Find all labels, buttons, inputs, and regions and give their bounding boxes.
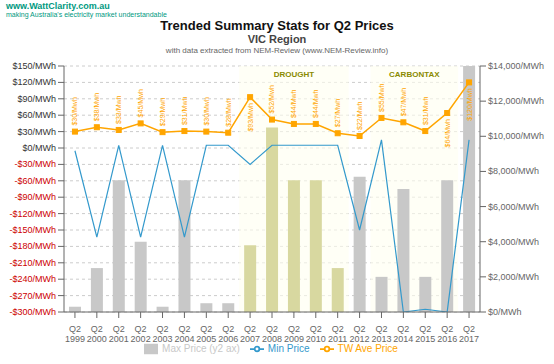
svg-text:-$300/MWh: -$300/MWh — [9, 307, 56, 317]
html-text:TW Ave Price: TW Ave Price — [337, 342, 398, 354]
svg-text:$22/Mwh: $22/Mwh — [356, 101, 363, 130]
svg-text:$4,000/MWh: $4,000/MWh — [488, 237, 539, 247]
html-text:with data extracted from NEM-R: with data extracted from NEM-Review (www… — [165, 46, 389, 55]
svg-text:$29/Mwh: $29/Mwh — [159, 98, 166, 127]
svg-text:Q22014: Q22014 — [393, 324, 413, 344]
svg-text:Q22013: Q22013 — [371, 324, 391, 344]
svg-text:-$120/MWh: -$120/MWh — [9, 209, 56, 219]
svg-text:$0/MWh: $0/MWh — [488, 307, 522, 317]
svg-text:$6,000/MWh: $6,000/MWh — [488, 202, 539, 212]
svg-text:$44/Mwh: $44/Mwh — [290, 89, 297, 118]
svg-text:$27/Mwh: $27/Mwh — [334, 99, 341, 128]
svg-text:$45/Mwh: $45/Mwh — [137, 89, 144, 118]
html-text:Max Price (y2 ax): Max Price (y2 ax) — [162, 342, 240, 354]
svg-text:Q22004: Q22004 — [174, 324, 194, 344]
svg-text:Q22009: Q22009 — [284, 324, 304, 344]
html-text:making Australia's electricity: making Australia's electricity market un… — [6, 11, 167, 18]
svg-text:$33/Mwh: $33/Mwh — [115, 95, 122, 124]
svg-text:Q22010: Q22010 — [306, 324, 326, 344]
svg-text:Q22011: Q22011 — [328, 324, 347, 344]
svg-text:$28/Mwh: $28/Mwh — [225, 98, 232, 127]
svg-text:-$30/MWh: -$30/MWh — [14, 159, 56, 169]
svg-text:Q22012: Q22012 — [350, 324, 370, 344]
svg-text:-$90/MWh: -$90/MWh — [14, 192, 56, 202]
svg-text:Q22008: Q22008 — [262, 324, 282, 344]
svg-text:$47/Mwh: $47/Mwh — [400, 88, 407, 117]
svg-text:Q22006: Q22006 — [218, 324, 238, 344]
svg-text:$10,000/MWh: $10,000/MWh — [488, 131, 544, 141]
svg-text:$64/Mwh: $64/Mwh — [444, 119, 451, 148]
svg-text:Q22001: Q22001 — [109, 324, 129, 344]
svg-text:$12,000/MWh: $12,000/MWh — [488, 96, 544, 106]
svg-text:$30/MWh: $30/MWh — [17, 127, 56, 137]
svg-text:-$240/MWh: -$240/MWh — [9, 274, 56, 284]
svg-text:-$270/MWh: -$270/MWh — [9, 291, 56, 301]
svg-text:-$210/MWh: -$210/MWh — [9, 258, 56, 268]
svg-text:Q22002: Q22002 — [131, 324, 151, 344]
svg-text:Q22015: Q22015 — [415, 324, 435, 344]
svg-text:$120/MWh: $120/MWh — [12, 77, 56, 87]
svg-text:$93/Mwh: $93/Mwh — [247, 103, 254, 132]
html-text:Trended Summary Stats for Q2 P: Trended Summary Stats for Q2 Prices — [160, 18, 394, 33]
svg-text:$150/MWh: $150/MWh — [12, 61, 56, 71]
svg-text:DROUGHT: DROUGHT — [274, 70, 315, 79]
svg-text:$55/Mwh: $55/Mwh — [378, 83, 385, 112]
svg-text:CARBONTAX: CARBONTAX — [389, 70, 440, 79]
html-text:VIC Region: VIC Region — [247, 33, 307, 45]
svg-text:Q22000: Q22000 — [87, 324, 107, 344]
svg-text:$30/Mwh: $30/Mwh — [71, 97, 78, 126]
svg-text:$2,000/MWh: $2,000/MWh — [488, 272, 539, 282]
svg-text:-$150/MWh: -$150/MWh — [9, 225, 56, 235]
svg-text:$120/Mwh: $120/Mwh — [466, 88, 473, 120]
svg-text:Q22016: Q22016 — [437, 324, 457, 344]
svg-text:$44/Mwh: $44/Mwh — [312, 89, 319, 118]
svg-text:-$60/MWh: -$60/MWh — [14, 176, 56, 186]
svg-text:$14,000/MWh: $14,000/MWh — [488, 61, 544, 71]
svg-text:$38/Mwh: $38/Mwh — [93, 93, 100, 122]
svg-text:$0/MWh: $0/MWh — [22, 143, 56, 153]
html-text:www.WattClarity.com.au: www.WattClarity.com.au — [6, 1, 110, 11]
svg-text:Q21999: Q21999 — [65, 324, 85, 344]
svg-text:Q22003: Q22003 — [153, 324, 173, 344]
svg-text:Q22005: Q22005 — [196, 324, 216, 344]
svg-text:-$180/MWh: -$180/MWh — [9, 241, 56, 251]
svg-text:$30/Mwh: $30/Mwh — [203, 97, 210, 126]
svg-text:$90/MWh: $90/MWh — [17, 94, 56, 104]
svg-text:Q22007: Q22007 — [240, 324, 260, 344]
svg-text:Q22017: Q22017 — [459, 324, 479, 344]
svg-text:$31/Mwh: $31/Mwh — [181, 97, 188, 126]
svg-text:$60/MWh: $60/MWh — [17, 110, 56, 120]
html-text:Min Price: Min Price — [267, 342, 310, 354]
svg-text:$31/Mwh: $31/Mwh — [422, 97, 429, 126]
svg-text:$52/Mwh: $52/Mwh — [269, 85, 276, 114]
svg-text:$8,000/MWh: $8,000/MWh — [488, 166, 539, 176]
